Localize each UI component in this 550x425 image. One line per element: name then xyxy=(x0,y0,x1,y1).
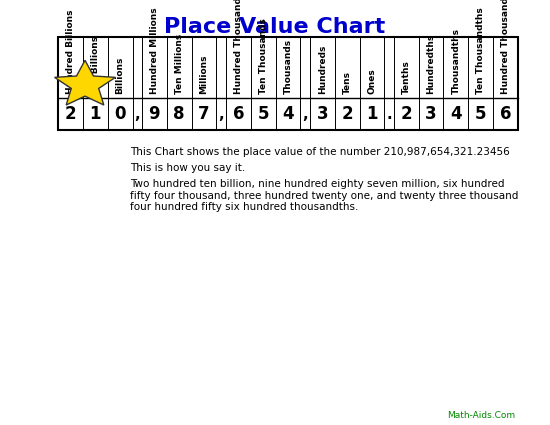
Text: Tens: Tens xyxy=(343,71,351,94)
Text: Thousands: Thousands xyxy=(283,39,293,94)
Text: 9: 9 xyxy=(148,105,160,123)
Text: This is how you say it.: This is how you say it. xyxy=(130,163,245,173)
Text: Hundred Thousandths: Hundred Thousandths xyxy=(501,0,510,94)
Text: .: . xyxy=(386,107,392,122)
Text: This Chart shows the place value of the number 210,987,654,321.23456: This Chart shows the place value of the … xyxy=(130,147,510,157)
Bar xyxy=(276,37,300,98)
Text: 2: 2 xyxy=(342,105,353,123)
Text: 6: 6 xyxy=(500,105,512,123)
Text: 1: 1 xyxy=(90,105,101,123)
Text: 2: 2 xyxy=(64,105,76,123)
Bar xyxy=(493,37,518,98)
Text: Hundredths: Hundredths xyxy=(427,34,436,94)
Text: 2: 2 xyxy=(400,105,412,123)
Text: Hundred Billions: Hundred Billions xyxy=(66,9,75,94)
Text: 3: 3 xyxy=(316,105,328,123)
Text: Ten Millions: Ten Millions xyxy=(175,34,184,94)
Text: 6: 6 xyxy=(233,105,244,123)
Text: Ten Thousandths: Ten Thousandths xyxy=(476,7,485,94)
Text: Hundreds: Hundreds xyxy=(318,45,327,94)
Bar xyxy=(251,37,276,98)
Text: ,: , xyxy=(218,107,224,122)
Text: Thousandths: Thousandths xyxy=(452,28,460,94)
Text: Hundred Thousands: Hundred Thousands xyxy=(234,0,243,94)
Text: 5: 5 xyxy=(475,105,487,123)
Bar xyxy=(58,37,518,130)
Text: Hundred Millions: Hundred Millions xyxy=(150,7,159,94)
Text: Ones: Ones xyxy=(367,68,376,94)
Text: 1: 1 xyxy=(366,105,378,123)
Text: Billions: Billions xyxy=(116,57,125,94)
Bar xyxy=(468,37,493,98)
Text: 3: 3 xyxy=(425,105,437,123)
Text: Ten Thousands: Ten Thousands xyxy=(258,18,268,94)
Text: 0: 0 xyxy=(114,105,126,123)
Text: Ten Billions: Ten Billions xyxy=(91,36,100,94)
Bar xyxy=(226,37,251,98)
Text: 4: 4 xyxy=(450,105,461,123)
Text: Place Value Chart: Place Value Chart xyxy=(164,17,386,37)
Text: Two hundred ten billion, nine hundred eighty seven million, six hundred
fifty fo: Two hundred ten billion, nine hundred ei… xyxy=(130,179,518,212)
Text: 5: 5 xyxy=(257,105,269,123)
Text: ,: , xyxy=(134,107,140,122)
Text: 8: 8 xyxy=(173,105,185,123)
Text: 7: 7 xyxy=(198,105,210,123)
Text: 4: 4 xyxy=(282,105,294,123)
Text: ,: , xyxy=(302,107,308,122)
Text: Tenths: Tenths xyxy=(402,60,411,94)
Text: Math-Aids.Com: Math-Aids.Com xyxy=(447,411,515,420)
Text: Millions: Millions xyxy=(200,54,208,94)
Polygon shape xyxy=(54,60,116,105)
